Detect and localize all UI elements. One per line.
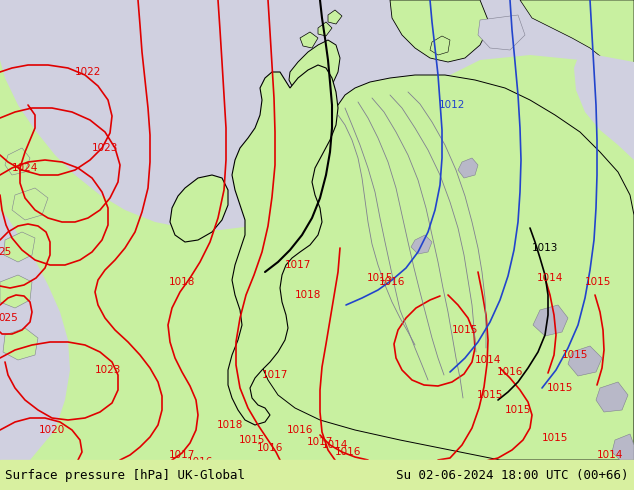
Text: 1023: 1023 (92, 143, 118, 153)
Text: 1015: 1015 (239, 435, 265, 445)
Polygon shape (574, 52, 634, 160)
Text: 1016: 1016 (335, 447, 361, 457)
Polygon shape (568, 346, 602, 376)
Polygon shape (289, 40, 340, 100)
Text: 1014: 1014 (322, 440, 348, 450)
Text: 1015: 1015 (562, 350, 588, 360)
Text: 1015: 1015 (367, 273, 393, 283)
Text: 1012: 1012 (439, 100, 465, 110)
Polygon shape (255, 75, 634, 460)
Polygon shape (0, 60, 70, 460)
Text: 1018: 1018 (217, 420, 243, 430)
Polygon shape (0, 0, 634, 230)
Polygon shape (4, 232, 35, 262)
Text: 1015: 1015 (542, 433, 568, 443)
Polygon shape (12, 188, 48, 220)
Text: 1024: 1024 (12, 163, 38, 173)
Text: 1015: 1015 (452, 325, 478, 335)
Text: 1016: 1016 (378, 277, 405, 287)
Polygon shape (533, 305, 568, 336)
Text: 1013: 1013 (532, 243, 558, 253)
Text: Su 02-06-2024 18:00 UTC (00+66): Su 02-06-2024 18:00 UTC (00+66) (396, 468, 629, 482)
Text: 1014: 1014 (537, 273, 563, 283)
Text: 1017: 1017 (262, 370, 288, 380)
Text: 1023: 1023 (95, 365, 121, 375)
Text: 025: 025 (0, 313, 18, 323)
Polygon shape (230, 0, 420, 228)
Polygon shape (0, 275, 32, 308)
Text: 1014: 1014 (475, 355, 501, 365)
Text: 1014: 1014 (597, 450, 623, 460)
Polygon shape (170, 175, 228, 242)
Polygon shape (520, 0, 634, 80)
Bar (0, 460, 634, 490)
Polygon shape (478, 15, 525, 50)
Text: Surface pressure [hPa] UK-Global: Surface pressure [hPa] UK-Global (5, 468, 245, 482)
Text: 1020: 1020 (39, 425, 65, 435)
Text: 1022: 1022 (75, 67, 101, 77)
Text: 1016: 1016 (187, 457, 213, 467)
Text: 25: 25 (0, 247, 11, 257)
Polygon shape (458, 158, 478, 178)
Text: 1015: 1015 (585, 277, 611, 287)
Polygon shape (318, 22, 332, 36)
Polygon shape (3, 328, 38, 360)
Text: 1017: 1017 (307, 437, 333, 447)
Polygon shape (411, 235, 432, 254)
Polygon shape (228, 65, 338, 425)
Polygon shape (596, 382, 628, 412)
Text: 1017: 1017 (285, 260, 311, 270)
Text: 1015: 1015 (505, 405, 531, 415)
Polygon shape (430, 36, 450, 55)
Text: 1016: 1016 (257, 443, 283, 453)
Text: 1018: 1018 (169, 277, 195, 287)
Polygon shape (390, 0, 490, 62)
Polygon shape (328, 10, 342, 24)
Polygon shape (0, 0, 634, 460)
Text: 1015: 1015 (547, 383, 573, 393)
Text: 1017: 1017 (169, 450, 195, 460)
Text: 1015: 1015 (477, 390, 503, 400)
Polygon shape (5, 148, 30, 175)
Text: 1018: 1018 (295, 290, 321, 300)
Text: 1016: 1016 (287, 425, 313, 435)
Text: 1016: 1016 (497, 367, 523, 377)
Polygon shape (300, 32, 318, 48)
Polygon shape (612, 434, 634, 460)
